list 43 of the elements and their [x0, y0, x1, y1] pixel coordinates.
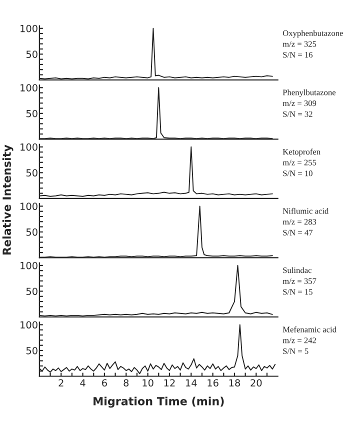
- text: S/N = 47: [283, 230, 313, 236]
- y-tick-label: 100: [20, 262, 38, 270]
- text: Sulindac: [283, 267, 312, 274]
- x-tick-label: 14: [186, 379, 197, 386]
- x-tick-label: 4: [80, 379, 86, 386]
- text: m/z = 357: [282, 278, 316, 284]
- text: m/z = 309: [282, 100, 316, 106]
- text: S/N = 10: [283, 170, 312, 176]
- text: Ketoprofen: [282, 148, 320, 156]
- line-series: [39, 324, 276, 374]
- text: Oxyphenbutazone: [282, 30, 343, 38]
- y-tick-label: 50: [26, 288, 38, 296]
- y-tick-label: 50: [26, 169, 38, 177]
- y-axis-title: Relative Intensity: [2, 144, 14, 255]
- y-tick-label: 50: [26, 50, 38, 58]
- y-tick-label: 100: [20, 84, 38, 92]
- text: Phenylbutazone: [282, 89, 336, 97]
- y-tick-label: 100: [20, 202, 38, 210]
- text: S/N = 16: [283, 52, 313, 58]
- text: m/z = 255: [282, 160, 316, 166]
- text: m/z = 242: [282, 338, 316, 344]
- y-tick-label: 100: [20, 321, 38, 329]
- x-tick-label: 8: [124, 379, 129, 387]
- text: m/z = 325: [282, 41, 316, 47]
- y-tick-label: 50: [26, 110, 38, 118]
- x-axis-title: Migration Time (min): [94, 396, 224, 408]
- x-tick-label: 16: [208, 379, 218, 387]
- x-tick-label: 12: [164, 379, 175, 386]
- y-tick-label: 100: [20, 143, 38, 151]
- x-tick-label: 20: [250, 379, 262, 387]
- x-tick-label: 6: [102, 379, 107, 387]
- text: m/z = 283: [282, 219, 316, 225]
- text: Niflumic acid: [282, 208, 329, 214]
- y-tick-label: 50: [26, 228, 38, 236]
- text: S/N = 5: [283, 348, 308, 354]
- text: S/N = 15: [283, 289, 312, 295]
- y-tick-label: 50: [26, 346, 38, 354]
- x-tick-label: 18: [229, 379, 240, 387]
- text: S/N = 32: [283, 111, 312, 117]
- text: Mefenamic acid: [282, 326, 336, 332]
- x-tick-label: 2: [58, 379, 64, 386]
- y-tick-label: 100: [20, 24, 38, 32]
- x-tick-label: 10: [142, 379, 154, 387]
